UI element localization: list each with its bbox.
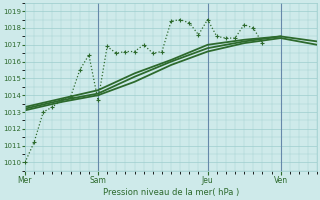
X-axis label: Pression niveau de la mer( hPa ): Pression niveau de la mer( hPa ) — [103, 188, 239, 197]
